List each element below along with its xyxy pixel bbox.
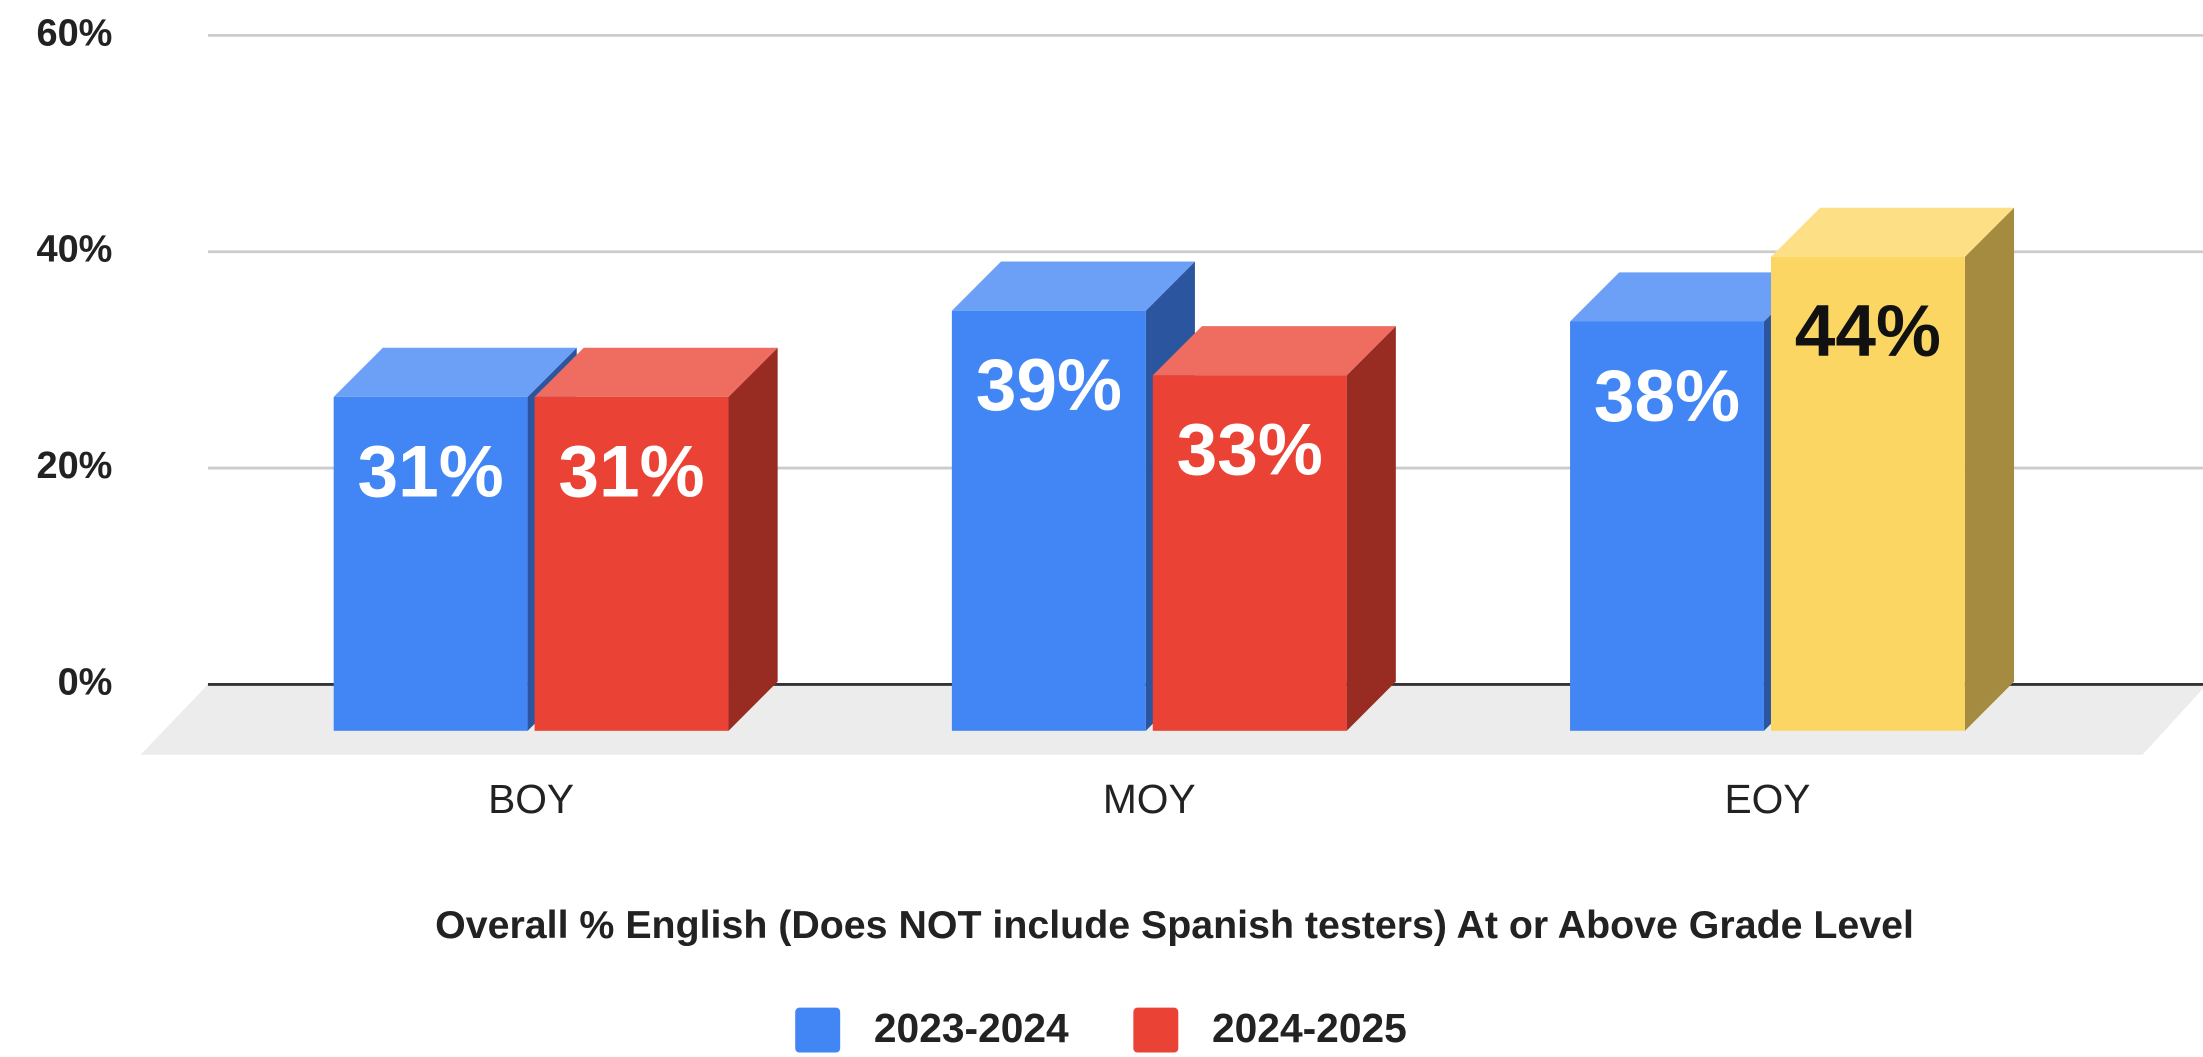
bar <box>1570 321 1764 731</box>
x-tick-label: EOY <box>1724 776 1810 822</box>
data-label: 39% <box>976 345 1122 426</box>
bar <box>1770 256 1965 731</box>
legend-swatch <box>1133 1007 1179 1053</box>
bar <box>333 396 528 731</box>
bar-top <box>333 347 577 397</box>
y-tick-label: 40% <box>36 229 112 271</box>
bar-top <box>534 347 778 397</box>
data-label: 38% <box>1594 356 1740 437</box>
bar-top <box>1570 272 1814 322</box>
y-tick-label: 0% <box>58 661 113 703</box>
legend-label: 2023-2024 <box>874 1005 1069 1051</box>
bar-top <box>1770 207 2015 257</box>
x-tick-label: MOY <box>1103 776 1196 822</box>
bar <box>951 310 1146 731</box>
legend-label: 2024-2025 <box>1212 1005 1407 1051</box>
bar-top <box>1152 326 1396 376</box>
y-tick-label: 20% <box>36 445 112 487</box>
y-tick-label: 60% <box>36 12 112 54</box>
x-tick-label: BOY <box>488 776 574 822</box>
bar-side <box>1964 207 2015 731</box>
data-label: 31% <box>558 431 704 512</box>
data-label: 44% <box>1795 291 1941 372</box>
legend-swatch <box>795 1007 841 1053</box>
data-label: 33% <box>1177 410 1323 491</box>
data-label: 31% <box>358 431 504 512</box>
bar-side <box>728 347 778 731</box>
bar <box>534 396 729 731</box>
bar-top <box>951 261 1195 311</box>
bar-side <box>1346 326 1396 731</box>
chart-title: Overall % English (Does NOT include Span… <box>435 903 1914 947</box>
bar <box>1152 375 1347 731</box>
